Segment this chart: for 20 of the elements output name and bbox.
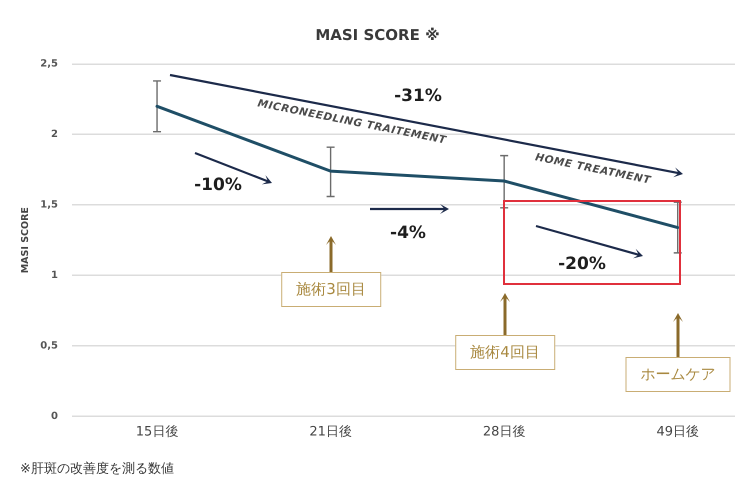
- annotation: ホームケア: [626, 357, 730, 392]
- annotation: -20%: [558, 254, 606, 275]
- x-tick-label: 15日後: [136, 424, 178, 440]
- annotation: 施術4回目: [455, 335, 555, 370]
- y-tick-label: 1,5: [40, 200, 58, 211]
- chart-title: MASI SCORE ※: [315, 26, 440, 44]
- y-tick-label: 1: [51, 270, 58, 282]
- y-tick-label: 0,5: [40, 340, 58, 352]
- y-tick-label: 2,5: [40, 58, 58, 70]
- x-tick-label: 49日後: [656, 424, 699, 440]
- x-tick-label: 28日後: [482, 424, 526, 440]
- annotation: 施術3回目: [281, 272, 381, 308]
- annotation: -31%: [394, 86, 442, 107]
- annotation: -10%: [194, 175, 242, 196]
- y-tick-label: 0: [51, 410, 58, 422]
- text: ※肝斑の改善度を測る数値: [20, 462, 174, 478]
- y-tick-label: 2: [51, 129, 58, 140]
- annotation: -4%: [390, 223, 426, 244]
- x-tick-label: 21日後: [309, 424, 352, 440]
- y-axis-title: MASI SCORE: [20, 207, 32, 274]
